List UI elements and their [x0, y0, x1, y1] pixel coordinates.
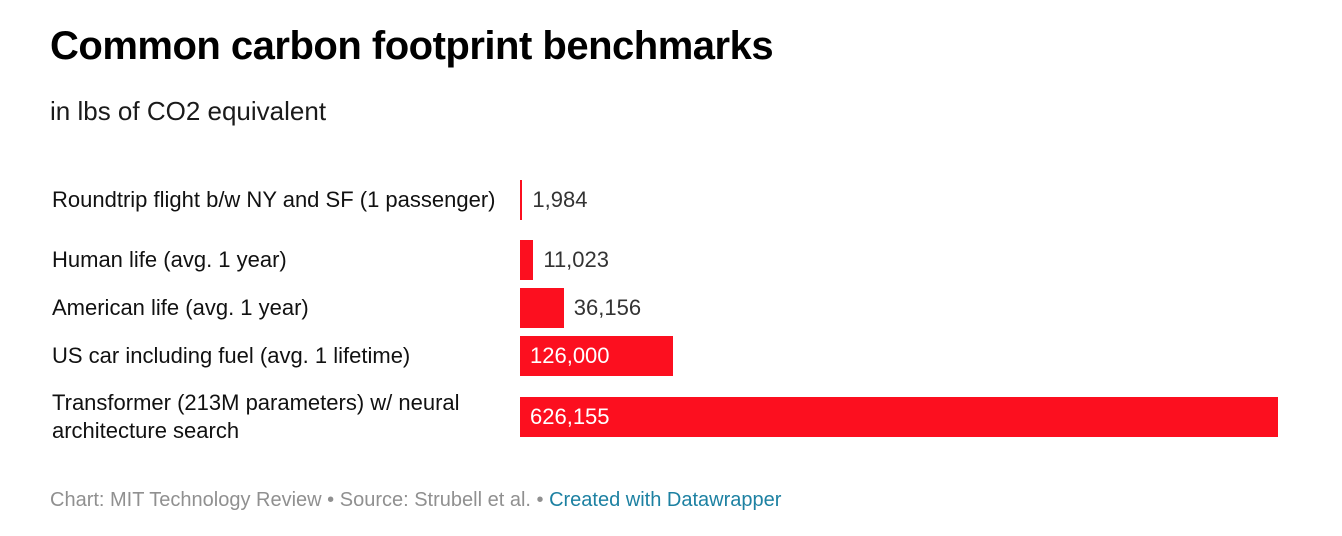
value-label: 36,156 — [573, 295, 642, 320]
bar — [520, 336, 673, 376]
category-label: Human life (avg. 1 year) — [52, 247, 287, 272]
bar — [520, 240, 534, 280]
value-label: 1,984 — [532, 187, 588, 212]
footer-credit: Chart: MIT Technology Review — [50, 489, 322, 511]
category-label: Roundtrip flight b/w NY and SF (1 passen… — [52, 187, 496, 212]
footer-source: Source: Strubell et al. — [339, 489, 531, 511]
bar — [520, 180, 523, 220]
bar — [520, 397, 1278, 437]
category-label: US car including fuel (avg. 1 lifetime) — [52, 343, 411, 368]
value-label: 126,000 — [530, 343, 610, 368]
datawrapper-link[interactable]: Created with Datawrapper — [549, 489, 782, 511]
value-label: 11,023 — [543, 247, 609, 272]
bar — [520, 288, 564, 328]
chart-footer: Chart: MIT Technology Review • Source: S… — [50, 489, 781, 512]
footer-separator-2: • — [530, 489, 550, 511]
chart-subtitle: in lbs of CO2 equivalent — [50, 96, 327, 126]
category-label: Transformer (213M parameters) w/ neural … — [52, 390, 460, 443]
value-label: 626,155 — [530, 404, 610, 429]
chart-title: Common carbon footprint benchmarks — [50, 24, 774, 68]
footer-separator: • — [321, 489, 340, 511]
category-label: American life (avg. 1 year) — [52, 295, 309, 320]
